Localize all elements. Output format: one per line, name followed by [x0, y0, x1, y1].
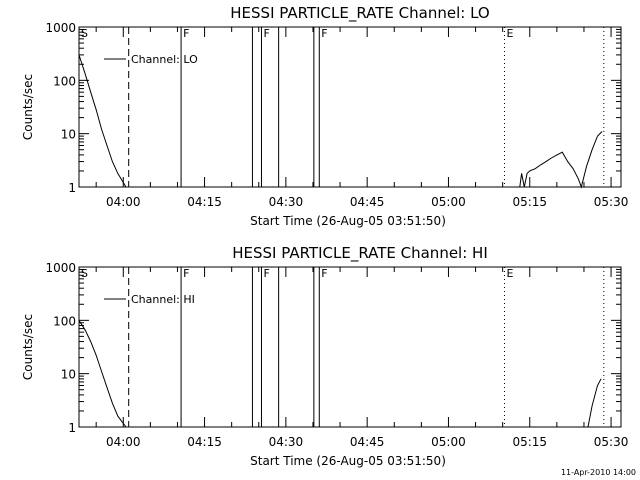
legend-label: Channel: LO — [131, 53, 198, 66]
flag-label: E — [506, 27, 513, 40]
flag-label: F — [263, 267, 269, 280]
flag-label: S — [81, 27, 88, 40]
flag-label: E — [506, 267, 513, 280]
x-tick-label: 04:15 — [187, 435, 222, 449]
x-tick-label: 04:30 — [269, 435, 304, 449]
x-tick-label: 05:30 — [594, 435, 629, 449]
y-tick-label: 1 — [68, 421, 76, 435]
flag-label: S — [81, 267, 88, 280]
y-tick-label: 1000 — [45, 261, 76, 275]
plot-frame — [78, 266, 622, 428]
y-tick-label: 100 — [53, 314, 76, 328]
plot-frame — [78, 26, 622, 188]
x-tick-label: 05:30 — [594, 195, 629, 209]
x-tick-label: 05:00 — [431, 435, 466, 449]
x-tick-label: 04:00 — [106, 435, 141, 449]
chart-panel-2: HESSI PARTICLE_RATE Channel: HI Counts/se… — [21, 244, 628, 468]
x-tick-label: 05:00 — [431, 195, 466, 209]
x-axis-label: Start Time (26-Aug-05 03:51:50) — [250, 214, 446, 228]
x-tick-label: 04:45 — [350, 195, 385, 209]
x-tick-label: 05:15 — [512, 435, 547, 449]
y-tick-label: 1000 — [45, 21, 76, 35]
x-tick-label: 05:15 — [512, 195, 547, 209]
chart-panels: HESSI PARTICLE_RATE Channel: LO Counts/se… — [21, 4, 628, 468]
series-line-segment-1 — [78, 54, 127, 188]
flag-label: F — [321, 27, 327, 40]
y-tick-label: 100 — [53, 74, 76, 88]
y-tick-label: 1 — [68, 181, 76, 195]
chart-title: HESSI PARTICLE_RATE Channel: HI — [232, 244, 488, 263]
x-tick-label: 04:00 — [106, 195, 141, 209]
x-tick-label: 04:30 — [269, 195, 304, 209]
y-tick-label: 10 — [61, 368, 76, 382]
x-axis-label: Start Time (26-Aug-05 03:51:50) — [250, 454, 446, 468]
y-axis-label: Counts/sec — [21, 314, 35, 380]
plot-timestamp: 11-Apr-2010 14:00 — [561, 468, 636, 477]
legend-label: Channel: HI — [131, 293, 195, 306]
series-line-segment-2 — [587, 378, 602, 428]
flag-label: F — [263, 27, 269, 40]
series-line-segment-1 — [78, 320, 127, 428]
flag-label: F — [321, 267, 327, 280]
series-line-segment-2 — [519, 131, 603, 189]
y-axis-label: Counts/sec — [21, 74, 35, 140]
x-tick-label: 04:15 — [187, 195, 222, 209]
chart-title: HESSI PARTICLE_RATE Channel: LO — [230, 4, 489, 23]
y-tick-label: 10 — [61, 128, 76, 142]
chart-panel-1: HESSI PARTICLE_RATE Channel: LO Counts/se… — [21, 4, 628, 228]
flag-label: F — [183, 267, 189, 280]
flag-label: F — [183, 27, 189, 40]
x-tick-label: 04:45 — [350, 435, 385, 449]
